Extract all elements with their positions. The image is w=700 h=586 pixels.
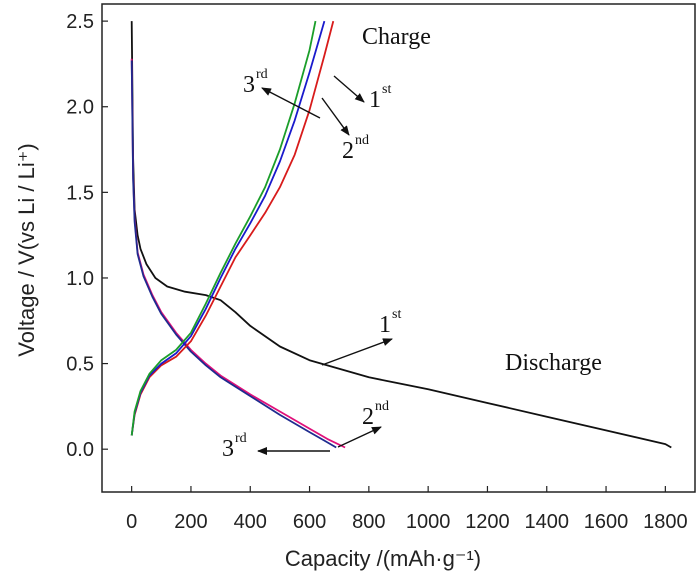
x-tick-label: 1400 [525, 511, 570, 533]
x-tick-label: 1200 [465, 511, 510, 533]
cycle-label-3rd-discharge: 3 rd [222, 431, 247, 462]
y-tick-label: 1.5 [66, 182, 94, 204]
y-tick-label: 2.0 [66, 97, 94, 119]
x-tick-label: 1600 [584, 511, 629, 533]
svg-text:1: 1 [369, 87, 381, 113]
y-tick-label: 0.5 [66, 354, 94, 376]
cycle-label-2nd-charge: 2 nd [342, 133, 369, 164]
svg-text:2: 2 [362, 404, 374, 430]
arrow-2nd-discharge [337, 426, 382, 448]
x-tick-label: 200 [174, 511, 207, 533]
svg-text:rd: rd [235, 431, 247, 446]
y-tick-label: 1.0 [66, 268, 94, 290]
arrow-1st-charge [333, 75, 365, 103]
discharge-series-line-0 [130, 21, 672, 449]
svg-text:st: st [382, 82, 391, 97]
arrow-1st-discharge [321, 338, 393, 366]
x-tick-label: 0 [126, 511, 137, 533]
charge-series-line-4 [130, 20, 326, 436]
discharge-label: Discharge [505, 350, 602, 376]
y-axis-title: Voltage / V(vs Li / Li⁺) [14, 143, 39, 356]
svg-text:st: st [392, 307, 401, 322]
svg-text:rd: rd [256, 67, 268, 82]
svg-text:3: 3 [243, 72, 255, 98]
y-tick-label: 0.0 [66, 439, 94, 461]
y-tick-label: 2.5 [66, 11, 94, 33]
charge-series-line-5 [130, 20, 317, 436]
arrow-2nd-charge [321, 97, 350, 136]
svg-text:nd: nd [375, 399, 389, 414]
x-tick-label: 1000 [406, 511, 451, 533]
svg-text:2: 2 [342, 138, 354, 164]
x-tick-label: 1800 [643, 511, 688, 533]
charge-series-line-3 [130, 20, 335, 436]
x-axis-title: Capacity /(mAh·g⁻¹) [285, 546, 481, 571]
x-tick-label: 400 [234, 511, 267, 533]
svg-text:1: 1 [379, 312, 391, 338]
cycle-label-1st-charge: 1 st [369, 82, 391, 113]
y-axis-ticks: 0.0 0.5 1.0 1.5 2.0 2.5 [66, 11, 108, 461]
discharge-series-line-2 [130, 60, 337, 449]
charge-label: Charge [362, 24, 431, 50]
svg-text:nd: nd [355, 133, 369, 148]
x-axis-ticks: 0 200 400 600 800 1000 1200 1400 1600 1800 [126, 486, 688, 533]
cycle-label-2nd-discharge: 2 nd [362, 399, 389, 430]
plot-frame [101, 3, 696, 493]
cycle-label-3rd-charge: 3 rd [243, 67, 268, 98]
svg-text:3: 3 [222, 436, 234, 462]
x-tick-label: 600 [293, 511, 326, 533]
series-layer [130, 20, 672, 449]
x-tick-label: 800 [352, 511, 385, 533]
cycle-label-1st-discharge: 1 st [379, 307, 401, 338]
arrow-3rd-charge [261, 87, 321, 119]
